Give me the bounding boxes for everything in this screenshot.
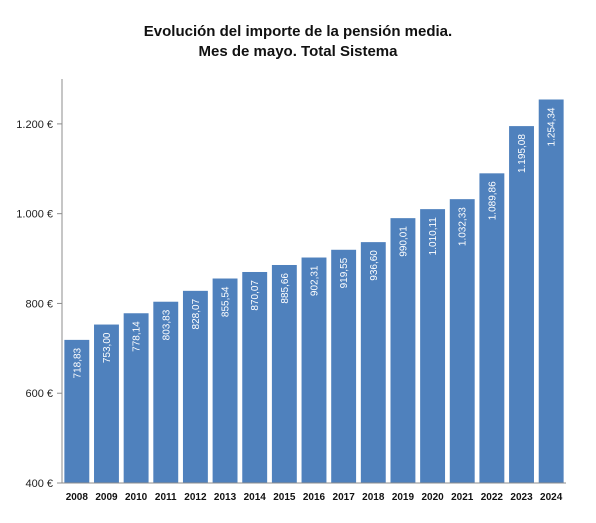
data-label: 828,07 (191, 298, 202, 329)
data-label: 803,83 (161, 309, 172, 340)
data-label: 902,31 (310, 265, 321, 296)
chart-title: Evolución del importe de la pensión medi… (143, 23, 453, 40)
bar (94, 324, 119, 483)
data-labels: 718,83 753,00 778,14 803,83 828,07 855,54 870,… (72, 107, 557, 378)
x-tick-label: 2008 (66, 492, 89, 503)
x-tick-label: 2015 (273, 492, 296, 503)
data-label: 1.195,08 (517, 134, 528, 173)
bar (64, 339, 90, 483)
data-label: 855,54 (221, 286, 232, 317)
bar (331, 249, 357, 483)
y-tick-label: 800 € (25, 298, 53, 310)
bar (182, 290, 208, 483)
x-tick-label: 2010 (125, 492, 148, 503)
x-tick-label: 2018 (362, 492, 385, 503)
bar (212, 278, 238, 483)
x-tick-label: 2017 (333, 492, 356, 503)
x-tick-label: 2011 (155, 492, 177, 503)
data-label: 778,14 (132, 321, 143, 352)
bar (390, 218, 416, 483)
data-label: 718,83 (72, 347, 83, 378)
bar (242, 271, 268, 483)
bar (420, 209, 446, 483)
x-tick-label: 2012 (184, 492, 207, 503)
bar (538, 99, 564, 483)
y-tick-label: 400 € (25, 478, 53, 490)
bar (479, 173, 505, 483)
bar (301, 257, 327, 483)
x-tick-label: 2016 (303, 492, 326, 503)
x-axis: 2008 2009 2010 2011 2012 2013 2014 2015 2016 2017… (62, 482, 566, 503)
bar (449, 199, 475, 483)
x-tick-label: 2023 (510, 492, 533, 503)
x-tick-label: 2020 (421, 492, 444, 503)
data-label: 1.032,33 (458, 207, 469, 246)
data-label: 1.254,34 (547, 107, 558, 146)
data-label: 870,07 (250, 280, 261, 311)
data-label: 1.089,86 (487, 181, 498, 220)
bars (64, 99, 564, 484)
data-label: 1.010,11 (428, 217, 439, 256)
x-tick-label: 2021 (451, 492, 474, 503)
bar (509, 126, 534, 484)
y-tick-label: 1.200 € (16, 119, 53, 131)
data-label: 990,01 (398, 226, 409, 257)
y-tick-label: 1.000 € (16, 209, 53, 221)
x-tick-label: 2009 (95, 492, 118, 503)
x-tick-label: 2022 (481, 492, 504, 503)
data-label: 885,66 (280, 273, 291, 304)
bar (360, 242, 386, 483)
chart-subtitle: Mes de mayo. Total Sistema (198, 43, 398, 60)
y-tick-label: 600 € (25, 388, 53, 400)
x-tick-label: 2014 (244, 492, 267, 503)
data-label: 919,55 (339, 257, 350, 288)
y-axis: 400 € 600 € 800 € 1.000 € 1.200 € (16, 79, 63, 490)
x-tick-label: 2024 (540, 492, 563, 503)
bar (123, 313, 149, 483)
data-label: 936,60 (369, 250, 380, 281)
x-tick-label: 2013 (214, 492, 237, 503)
x-tick-label: 2019 (392, 492, 415, 503)
data-label: 753,00 (102, 332, 113, 363)
bar (271, 264, 297, 483)
bar (153, 301, 179, 483)
